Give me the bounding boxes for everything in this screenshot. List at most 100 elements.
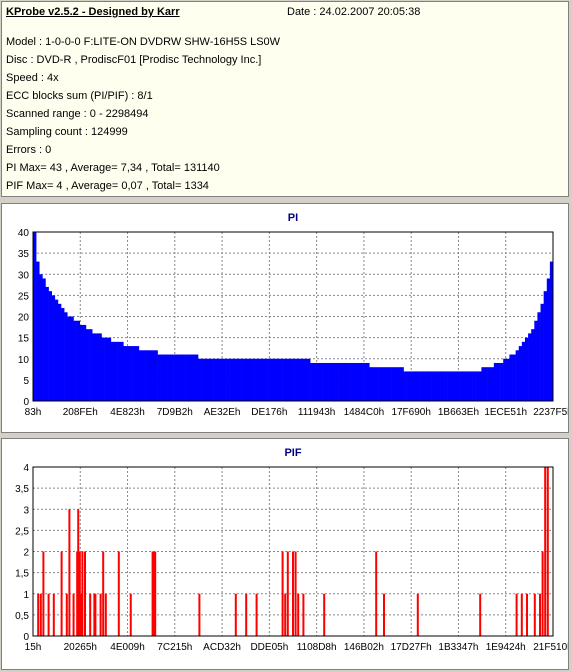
pi-bar — [61, 308, 65, 401]
pi-bar — [238, 358, 242, 401]
pi-bar — [378, 367, 383, 401]
x-tick-label: 20265h — [64, 642, 97, 653]
sampling-line: Sampling count : 124999 — [6, 126, 128, 138]
info-panel: KProbe v2.5.2 - Designed by Karr Date : … — [1, 1, 569, 197]
pi-bar — [266, 358, 270, 401]
pi-bar — [250, 358, 255, 401]
pi-bar — [33, 232, 37, 401]
y-tick-label: 20 — [18, 313, 30, 324]
pi-bar — [350, 362, 355, 401]
pi-bar — [440, 371, 445, 401]
pi-bar — [179, 354, 183, 401]
plot-border — [32, 231, 554, 402]
pi-bar — [57, 303, 62, 401]
pif-bar — [77, 509, 80, 636]
pi-bar — [300, 358, 305, 401]
x-tick-label: 111943h — [298, 407, 335, 418]
y-tick-label: 30 — [18, 270, 30, 281]
pif-bar — [198, 593, 201, 636]
pi-stats-line: PI Max= 43 , Average= 7,34 , Total= 1311… — [6, 162, 220, 174]
pi-bar — [213, 358, 218, 401]
pif-bar — [302, 593, 305, 636]
pi-bar — [36, 261, 40, 401]
pi-bar — [363, 362, 367, 401]
pif-bar — [39, 593, 42, 636]
pif-bar — [281, 551, 284, 636]
ecc-line: ECC blocks sum (PI/PIF) : 8/1 — [6, 90, 153, 102]
pi-bar — [120, 341, 124, 401]
pi-bar — [170, 354, 174, 401]
x-tick-label: 4E823h — [110, 407, 144, 418]
pi-bar — [534, 320, 538, 401]
x-tick-label: 15h — [25, 642, 42, 653]
pi-bar — [444, 371, 448, 401]
pi-bar — [110, 341, 115, 401]
pi-bar — [272, 358, 277, 401]
pif-bar — [47, 593, 50, 636]
x-tick-label: 7C215h — [157, 642, 192, 653]
pi-bar — [51, 295, 56, 401]
pi-bar — [288, 358, 292, 401]
pif-bar — [93, 593, 96, 636]
pi-bar — [275, 358, 280, 401]
pi-chart-panel: PI 0 5 10 15 20 25 30 35 40 83h 208FEh 4E823h 7D9B2h A… — [1, 203, 572, 433]
pi-bar — [185, 354, 189, 401]
pif-bar — [544, 467, 547, 636]
pi-bar — [375, 367, 379, 401]
pi-bar — [325, 362, 330, 401]
y-tick-label: 0,5 — [15, 611, 29, 622]
pi-bar — [524, 337, 529, 401]
pif-bar — [546, 467, 549, 636]
pi-bar — [475, 371, 479, 401]
pif-bar — [117, 551, 120, 636]
pi-bar — [335, 362, 339, 401]
pi-bar — [129, 346, 133, 401]
pi-bar — [391, 367, 395, 401]
pi-bar — [123, 346, 127, 401]
x-tick-label: 1B663Eh — [438, 407, 479, 418]
pi-bar — [176, 354, 180, 401]
pi-bar — [366, 362, 370, 401]
pi-bar — [98, 333, 102, 401]
pi-bar — [372, 367, 376, 401]
pi-bar — [229, 358, 233, 401]
pi-bar — [241, 358, 246, 401]
pif-bar — [286, 551, 289, 636]
pi-bar — [260, 358, 264, 401]
pi-bar — [450, 371, 454, 401]
pif-bar — [81, 551, 84, 636]
pif-bar — [292, 593, 294, 636]
pi-bar — [191, 354, 196, 401]
y-tick-label: 15 — [18, 334, 30, 345]
pif-stats-line: PIF Max= 4 , Average= 0,07 , Total= 1334 — [6, 180, 209, 192]
x-tick-label: AE32Eh — [204, 407, 241, 418]
y-tick-label: 0 — [23, 632, 29, 643]
pif-bar — [37, 593, 40, 636]
app-title: KProbe v2.5.2 - Designed by Karr — [6, 6, 180, 18]
pi-bar — [353, 362, 358, 401]
pi-bar — [409, 371, 414, 401]
x-tick-label: ACD32h — [203, 642, 241, 653]
y-tick-label: 1,5 — [15, 569, 29, 580]
pi-bar — [141, 350, 146, 401]
pi-bar — [291, 358, 295, 401]
pi-bar — [210, 358, 214, 401]
y-tick-label: 5 — [23, 376, 29, 387]
pi-bar — [182, 354, 186, 401]
pi-bar — [319, 362, 323, 401]
pi-bar — [528, 333, 532, 401]
pi-bar — [412, 371, 417, 401]
pi-bar — [138, 350, 143, 401]
y-tick-label: 3,5 — [15, 484, 29, 495]
plot-border — [32, 466, 554, 637]
pi-bar — [82, 324, 87, 401]
pi-bar — [328, 362, 333, 401]
pi-bar — [173, 354, 177, 401]
pi-bar — [89, 329, 93, 401]
pi-bar — [478, 371, 482, 401]
pif-bar — [52, 593, 55, 636]
pif-bar — [104, 593, 107, 636]
pi-bar — [132, 346, 137, 401]
pi-bar — [403, 371, 407, 401]
x-tick-label: 146B02h — [344, 642, 384, 653]
